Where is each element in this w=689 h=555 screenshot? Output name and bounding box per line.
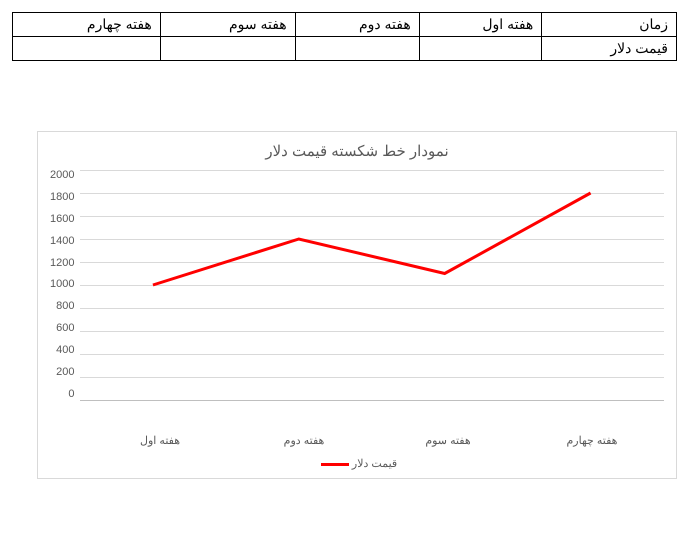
table-data-row: قیمت دلار [13,37,677,61]
x-tick: هفته سوم [376,434,520,447]
x-axis: هفته اولهفته دومهفته سومهفته چهارم [88,434,664,447]
series-line [153,193,591,285]
plot-area: 2000180016001400120010008006004002000 [50,170,664,430]
cell-week2 [295,37,419,61]
y-tick: 400 [56,345,74,356]
cell-week3 [160,37,295,61]
table-header-row: زمان هفته اول هفته دوم هفته سوم هفته چها… [13,13,677,37]
x-tick: هفته دوم [232,434,376,447]
col-week3: هفته سوم [160,13,295,37]
cell-week4 [13,37,161,61]
chart-legend: قیمت دلار [50,457,664,470]
y-tick: 200 [56,367,74,378]
y-tick: 0 [68,389,74,400]
y-tick: 800 [56,301,74,312]
y-tick: 2000 [50,170,74,181]
x-tick: هفته چهارم [520,434,664,447]
chart-container: نمودار خط شکسته قیمت دلار 20001800160014… [37,131,677,479]
cell-week1 [419,37,542,61]
grid-line [80,400,664,401]
legend-label: قیمت دلار [352,458,397,470]
data-table: زمان هفته اول هفته دوم هفته سوم هفته چها… [12,12,677,61]
y-tick: 1000 [50,279,74,290]
y-axis: 2000180016001400120010008006004002000 [50,170,80,400]
x-tick: هفته اول [88,434,232,447]
y-tick: 1200 [50,258,74,269]
y-tick: 1400 [50,236,74,247]
chart-title: نمودار خط شکسته قیمت دلار [50,142,664,160]
legend-swatch [321,463,349,466]
y-tick: 1800 [50,192,74,203]
grid-area [80,170,664,400]
y-tick: 1600 [50,214,74,225]
line-chart-svg [80,170,664,400]
col-time: زمان [542,13,677,37]
y-tick: 600 [56,323,74,334]
row-label: قیمت دلار [542,37,677,61]
col-week1: هفته اول [419,13,542,37]
col-week4: هفته چهارم [13,13,161,37]
col-week2: هفته دوم [295,13,419,37]
